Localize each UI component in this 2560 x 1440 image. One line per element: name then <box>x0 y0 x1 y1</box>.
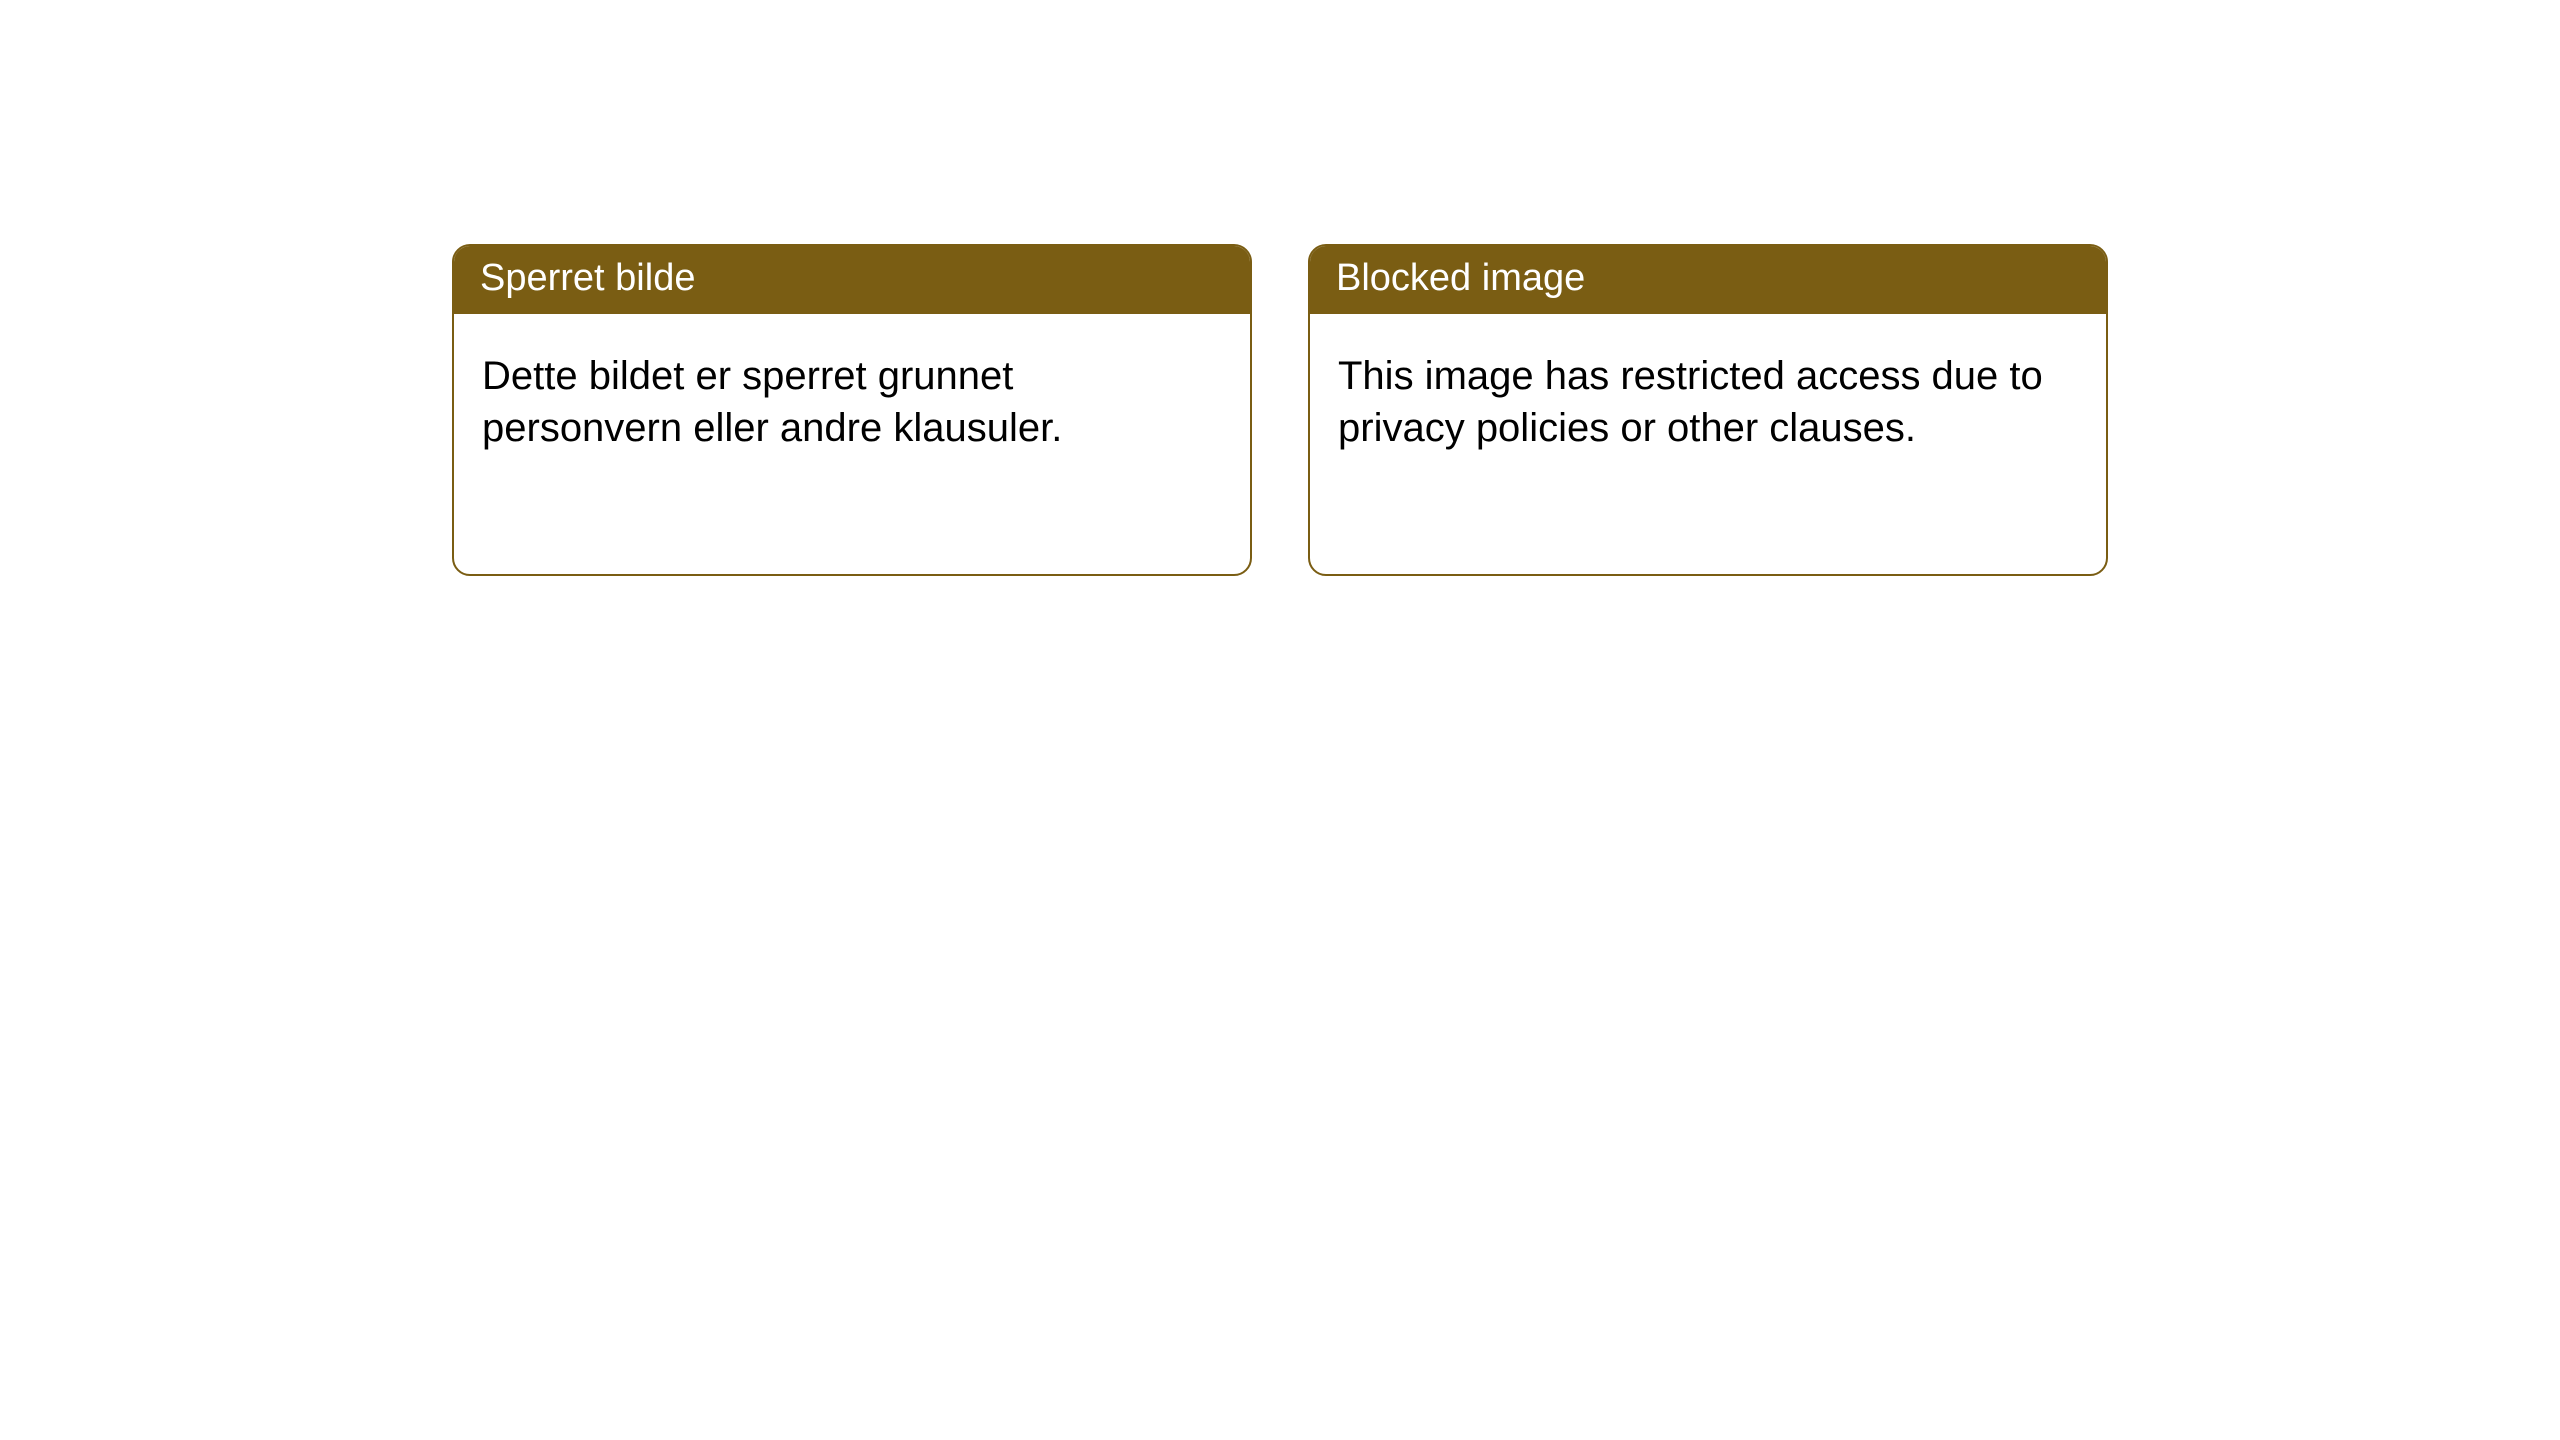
blocked-image-card-norwegian: Sperret bilde Dette bildet er sperret gr… <box>452 244 1252 576</box>
card-body-left: Dette bildet er sperret grunnet personve… <box>454 314 1250 482</box>
blocked-image-card-english: Blocked image This image has restricted … <box>1308 244 2108 576</box>
card-header-right: Blocked image <box>1310 246 2106 314</box>
card-header-left: Sperret bilde <box>454 246 1250 314</box>
card-title-left: Sperret bilde <box>480 257 695 299</box>
card-body-right: This image has restricted access due to … <box>1310 314 2106 482</box>
card-message-right: This image has restricted access due to … <box>1338 354 2043 450</box>
card-message-left: Dette bildet er sperret grunnet personve… <box>482 354 1062 450</box>
card-title-right: Blocked image <box>1336 257 1585 299</box>
notice-container: Sperret bilde Dette bildet er sperret gr… <box>0 0 2560 576</box>
